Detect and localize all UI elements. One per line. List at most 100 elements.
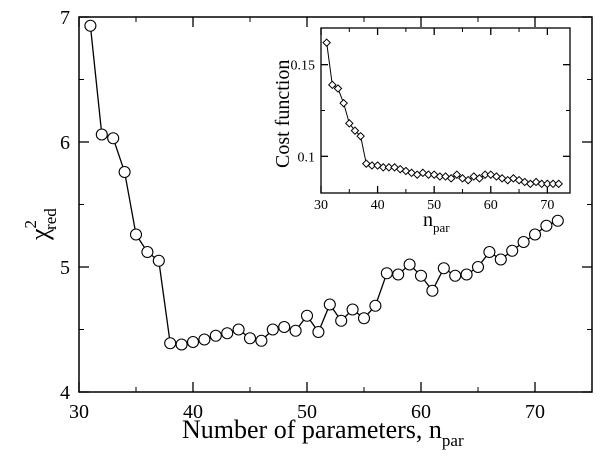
data-point (373, 161, 382, 170)
x-axis-title-subscript: par (442, 431, 464, 450)
data-point (339, 98, 348, 108)
data-point (401, 166, 411, 176)
data-point (266, 323, 279, 336)
data-point (540, 219, 553, 232)
data-point (494, 253, 507, 266)
data-point (551, 214, 564, 227)
data-point (323, 298, 336, 311)
svg-text:χ2red: χ2red (21, 208, 60, 241)
data-point (141, 245, 154, 259)
data-point (480, 170, 490, 179)
data-point (380, 267, 393, 280)
data-point (289, 324, 302, 337)
inset-x-axis-title-main: n (423, 209, 433, 231)
data-point (403, 258, 416, 271)
data-point (437, 262, 450, 275)
data-point (463, 175, 473, 185)
data-point (392, 268, 405, 281)
x-axis-title-main: Number of parameters, n (182, 415, 442, 444)
inset-x-axis-title: npar (423, 209, 450, 235)
x-tick-label: 50 (297, 401, 317, 423)
data-point (471, 260, 485, 274)
data-point (497, 174, 507, 183)
x-axis-title: Number of parameters, npar (182, 415, 464, 450)
data-point (506, 244, 519, 257)
data-point (328, 80, 337, 90)
data-point (333, 84, 343, 93)
inset-ticks: 30 40 50 60 70 0.1 0.15 (291, 28, 570, 213)
y-tick-label: 5 (60, 257, 70, 279)
data-point (395, 164, 405, 174)
data-point (361, 159, 371, 168)
data-point (369, 299, 382, 312)
data-point (424, 170, 433, 179)
y-tick-label: 0.15 (291, 59, 316, 74)
data-point (475, 174, 484, 183)
data-point (446, 174, 456, 183)
main-ticks: 30 40 50 60 70 4 5 6 7 (60, 7, 592, 423)
data-point (537, 179, 547, 189)
x-tick-label: 60 (484, 198, 498, 213)
data-point (198, 333, 211, 346)
inset-y-axis-title: Cost function (272, 60, 294, 168)
data-point (548, 179, 558, 189)
y-axis-title-superscript: 2 (21, 220, 40, 229)
data-point (384, 163, 394, 172)
x-tick-label: 70 (540, 198, 554, 213)
data-point (483, 245, 496, 259)
data-point (350, 126, 360, 135)
y-tick-label: 6 (60, 132, 70, 154)
data-point (486, 170, 496, 179)
data-point (458, 174, 467, 183)
x-tick-label: 30 (69, 401, 89, 423)
data-point (152, 254, 165, 267)
data-point (300, 309, 314, 322)
data-point (95, 128, 108, 141)
data-point (356, 131, 365, 141)
data-point (221, 327, 234, 340)
data-point (84, 19, 97, 32)
data-point (346, 303, 359, 316)
data-point (426, 284, 439, 297)
y-axis-title-subscript: red (41, 208, 60, 230)
data-point (452, 170, 462, 179)
x-tick-label: 60 (411, 401, 431, 423)
data-point (344, 119, 354, 128)
data-point (255, 334, 268, 347)
data-point (554, 179, 563, 189)
inset-plot-frame (320, 27, 571, 194)
x-tick-label: 50 (427, 198, 441, 213)
data-point (232, 323, 245, 336)
y-axis-title-main: χ (25, 228, 54, 241)
y-tick-label: 7 (60, 7, 70, 29)
data-point (243, 332, 257, 345)
data-point (435, 172, 445, 181)
data-point (107, 132, 120, 145)
x-tick-label: 40 (371, 198, 385, 213)
data-point (449, 269, 462, 282)
data-point (186, 335, 200, 349)
data-point (469, 172, 479, 181)
data-point (367, 161, 377, 170)
data-point (414, 269, 428, 282)
y-tick-label: 4 (60, 382, 70, 404)
inset-x-axis-title-subscript: par (433, 220, 450, 235)
y-tick-label: 0.1 (298, 150, 316, 165)
data-point (129, 228, 143, 241)
data-point (543, 179, 552, 189)
data-point (322, 38, 331, 47)
data-point (118, 165, 131, 179)
data-point (357, 312, 371, 325)
inset-points (322, 38, 563, 189)
x-tick-label: 70 (525, 401, 545, 423)
main-points (84, 19, 564, 351)
y-axis-title: χ2red (21, 208, 60, 241)
data-point (175, 338, 188, 351)
data-point (378, 163, 388, 172)
data-point (278, 320, 291, 334)
data-point (517, 235, 530, 249)
data-point (407, 168, 416, 178)
data-point (528, 228, 542, 241)
data-point (335, 314, 348, 327)
